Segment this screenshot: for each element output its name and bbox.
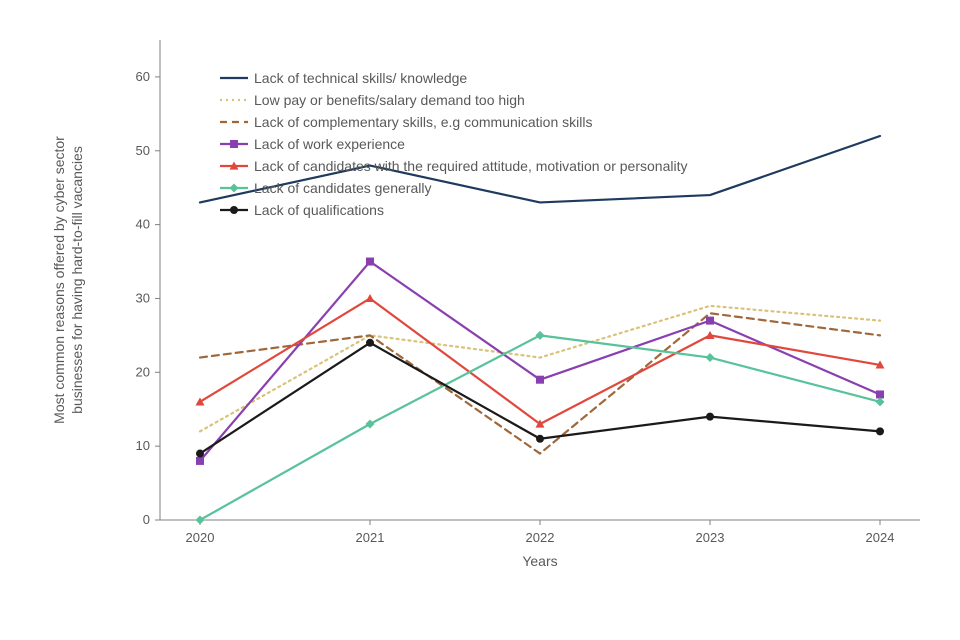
x-tick-label: 2023 [696,530,725,545]
legend-item-technical: Lack of technical skills/ knowledge [220,70,467,86]
x-axis-label: Years [522,553,557,569]
chart-svg: 0 10 20 30 40 50 60 2020 2021 2022 2023 2024 Years Mo… [0,0,960,640]
line-chart: 0 10 20 30 40 50 60 2020 2021 2022 2023 2024 Years Mo… [0,0,960,640]
legend-label: Lack of candidates with the required att… [254,158,687,174]
y-tick-label: 10 [136,438,150,453]
y-axis-label: Most common reasons offered by cyber sec… [51,136,67,424]
x-tick-label: 2020 [186,530,215,545]
legend-item-complementary: Lack of complementary skills, e.g commun… [220,114,592,130]
legend-label: Lack of candidates generally [254,180,431,196]
legend-label: Lack of qualifications [254,202,384,218]
y-tick-label: 40 [136,217,150,232]
x-tick-label: 2021 [356,530,385,545]
legend-item-pay: Low pay or benefits/salary demand too hi… [220,92,525,108]
y-tick-label: 30 [136,290,150,305]
legend-item-attitude: Lack of candidates with the required att… [220,158,687,174]
legend-label: Lack of technical skills/ knowledge [254,70,467,86]
x-tick-label: 2024 [866,530,895,545]
y-tick-label: 0 [143,512,150,527]
y-axis-label: businesses for having hard-to-fill vacan… [69,146,85,414]
legend-label: Lack of complementary skills, e.g commun… [254,114,592,130]
y-tick-label: 60 [136,69,150,84]
legend-label: Low pay or benefits/salary demand too hi… [254,92,525,108]
y-tick-label: 20 [136,364,150,379]
y-tick-label: 50 [136,143,150,158]
legend-label: Lack of work experience [254,136,405,152]
x-tick-label: 2022 [526,530,555,545]
